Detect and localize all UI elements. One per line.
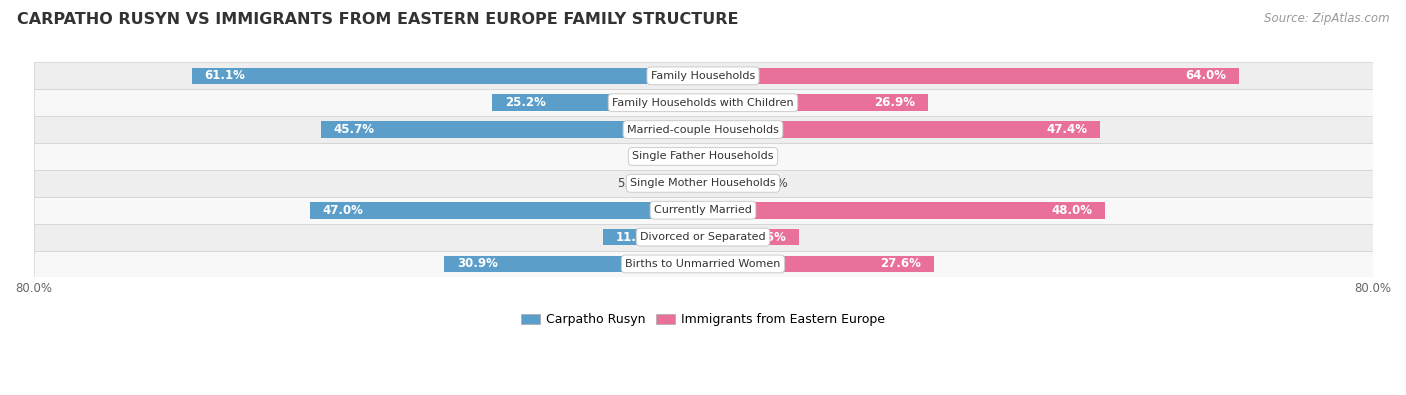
Bar xyxy=(444,256,703,272)
Text: 11.9%: 11.9% xyxy=(616,231,657,244)
Text: 27.6%: 27.6% xyxy=(880,258,921,271)
Text: Married-couple Households: Married-couple Households xyxy=(627,124,779,135)
Text: CARPATHO RUSYN VS IMMIGRANTS FROM EASTERN EUROPE FAMILY STRUCTURE: CARPATHO RUSYN VS IMMIGRANTS FROM EASTER… xyxy=(17,12,738,27)
Bar xyxy=(492,94,703,111)
Bar xyxy=(34,170,1372,197)
Text: 30.9%: 30.9% xyxy=(457,258,498,271)
Text: Single Mother Households: Single Mother Households xyxy=(630,178,776,188)
Text: 5.6%: 5.6% xyxy=(758,177,787,190)
Text: 25.2%: 25.2% xyxy=(505,96,546,109)
Text: Family Households: Family Households xyxy=(651,71,755,81)
Bar xyxy=(703,121,1099,138)
Bar xyxy=(34,224,1372,250)
Bar xyxy=(603,229,703,245)
Text: 2.1%: 2.1% xyxy=(647,150,678,163)
Text: 2.0%: 2.0% xyxy=(728,150,758,163)
Bar xyxy=(703,94,928,111)
Bar xyxy=(34,143,1372,170)
Text: Source: ZipAtlas.com: Source: ZipAtlas.com xyxy=(1264,12,1389,25)
Bar xyxy=(34,116,1372,143)
Text: Currently Married: Currently Married xyxy=(654,205,752,215)
Bar xyxy=(703,68,1239,84)
Text: 11.5%: 11.5% xyxy=(745,231,787,244)
Bar xyxy=(703,148,720,165)
Legend: Carpatho Rusyn, Immigrants from Eastern Europe: Carpatho Rusyn, Immigrants from Eastern … xyxy=(516,308,890,331)
Bar xyxy=(34,250,1372,277)
Bar xyxy=(703,175,749,192)
Text: 47.0%: 47.0% xyxy=(322,204,363,217)
Text: Single Father Households: Single Father Households xyxy=(633,151,773,162)
Text: Family Households with Children: Family Households with Children xyxy=(612,98,794,108)
Text: Births to Unmarried Women: Births to Unmarried Women xyxy=(626,259,780,269)
Bar xyxy=(34,62,1372,89)
Bar xyxy=(703,202,1105,218)
Bar xyxy=(309,202,703,218)
Text: 61.1%: 61.1% xyxy=(204,70,245,82)
Bar xyxy=(703,229,799,245)
Bar xyxy=(34,89,1372,116)
Text: 45.7%: 45.7% xyxy=(333,123,374,136)
Bar xyxy=(655,175,703,192)
Text: 5.7%: 5.7% xyxy=(617,177,647,190)
Text: 47.4%: 47.4% xyxy=(1046,123,1087,136)
Bar xyxy=(686,148,703,165)
Text: 26.9%: 26.9% xyxy=(875,96,915,109)
Bar xyxy=(321,121,703,138)
Text: 48.0%: 48.0% xyxy=(1052,204,1092,217)
Bar xyxy=(191,68,703,84)
Bar xyxy=(703,256,934,272)
Bar xyxy=(34,197,1372,224)
Text: Divorced or Separated: Divorced or Separated xyxy=(640,232,766,242)
Text: 64.0%: 64.0% xyxy=(1185,70,1226,82)
